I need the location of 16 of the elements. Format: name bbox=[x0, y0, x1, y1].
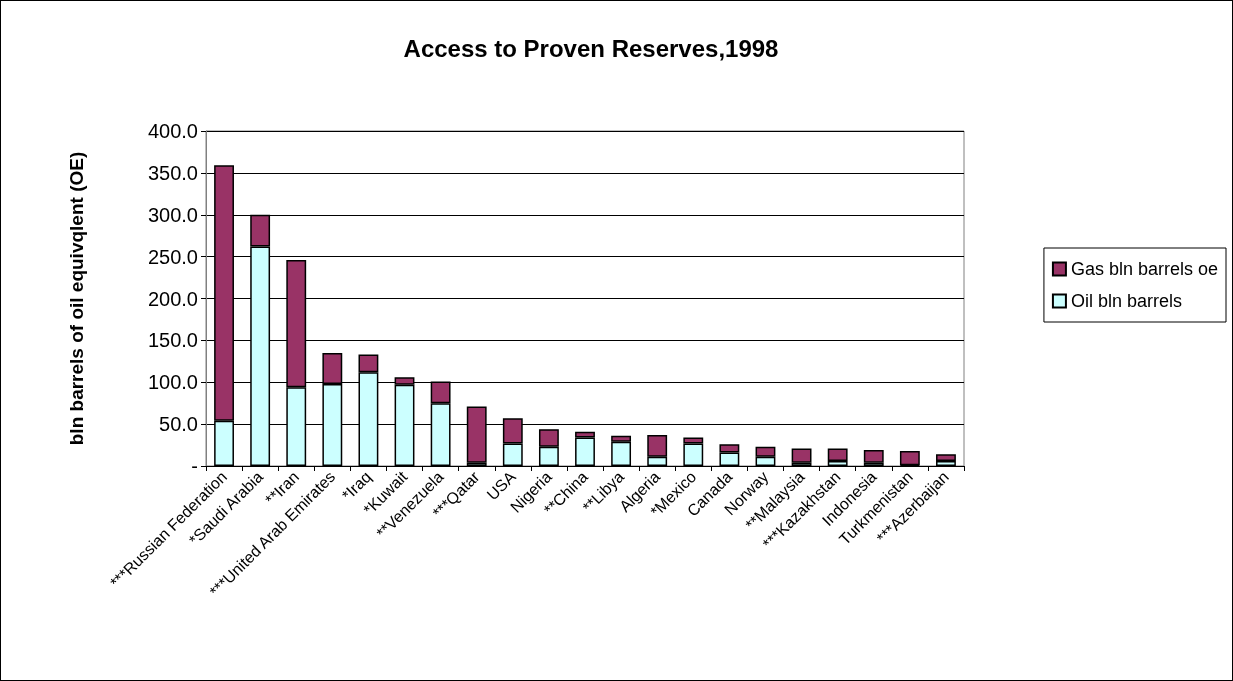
bar bbox=[791, 448, 812, 463]
legend-label: Oil bln barrels bbox=[1070, 291, 1182, 311]
bar bbox=[899, 450, 920, 466]
y-tick-label: 350.0 bbox=[147, 161, 198, 184]
bar bbox=[863, 450, 884, 463]
y-tick-label: 150.0 bbox=[147, 329, 198, 352]
y-tick-label: 300.0 bbox=[147, 203, 198, 226]
legend-label: Gas bln barrels oe bbox=[1070, 259, 1218, 279]
chart-title: Access to Proven Reserves,1998 bbox=[403, 34, 779, 62]
y-tick-label: 100.0 bbox=[147, 371, 198, 394]
y-tick-label: 200.0 bbox=[147, 287, 198, 310]
y-tick-label: 250.0 bbox=[147, 245, 198, 268]
y-tick-label: - bbox=[191, 455, 198, 477]
y-axis-title: bln barrels of oil equivqlent (OE) bbox=[66, 151, 87, 446]
y-tick-label: 400.0 bbox=[147, 120, 198, 142]
y-tick-label: 50.0 bbox=[159, 413, 198, 436]
